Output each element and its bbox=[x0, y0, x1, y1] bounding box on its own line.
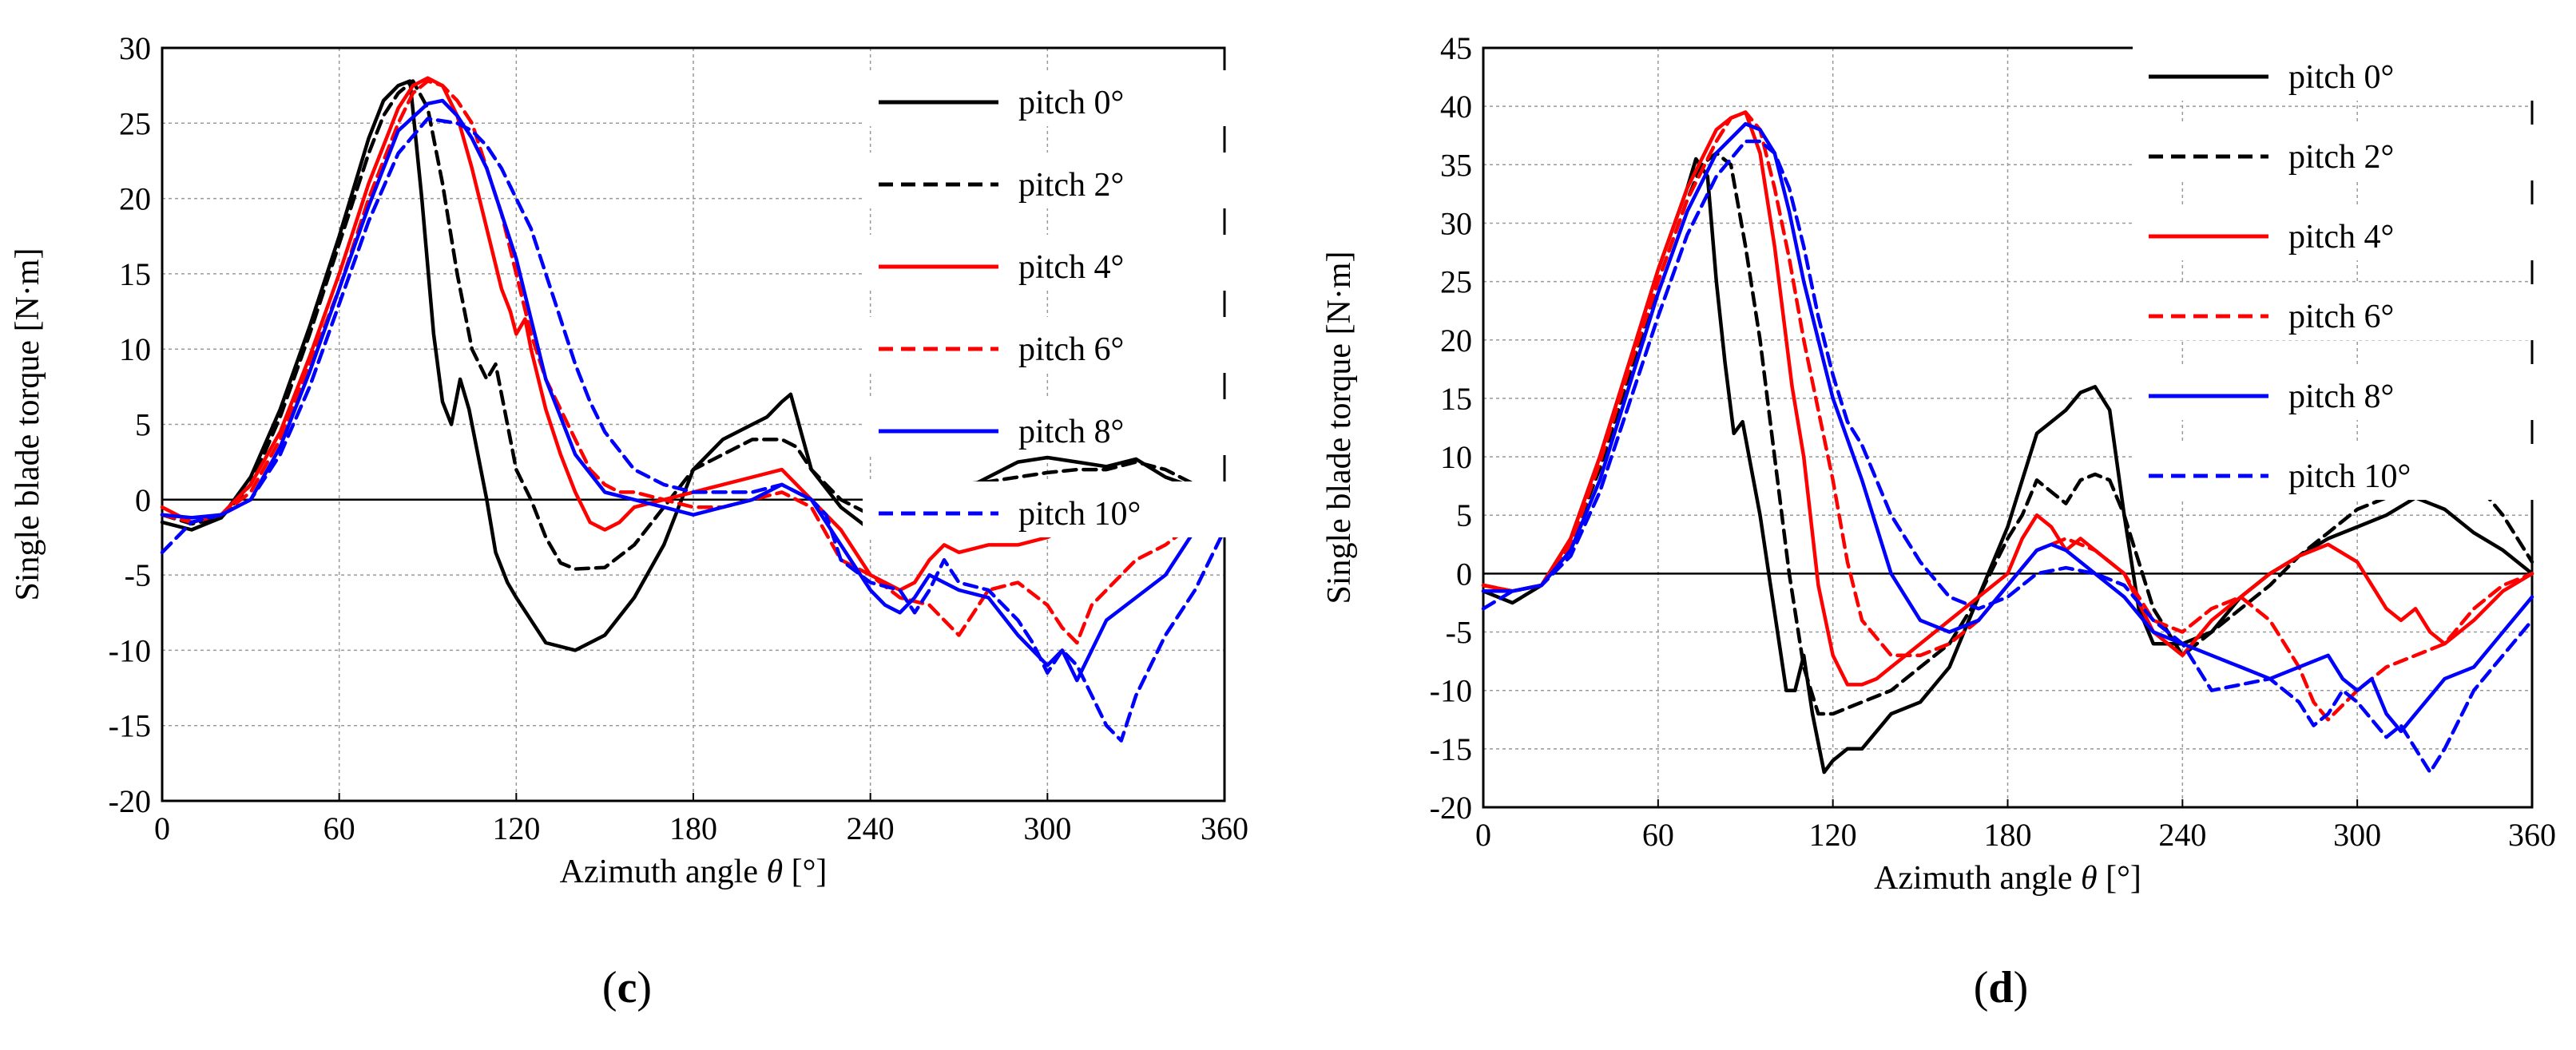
series-line-pitch-10- bbox=[1481, 139, 2534, 775]
series-line-pitch-4- bbox=[160, 76, 1227, 592]
x-tick-label: 180 bbox=[669, 810, 717, 846]
y-tick-label: 15 bbox=[1440, 381, 1472, 417]
x-tick-label: 300 bbox=[1023, 810, 1071, 846]
x-tick-label: 240 bbox=[847, 810, 895, 846]
legend-background bbox=[863, 317, 1270, 373]
series-line-pitch-8- bbox=[1481, 121, 2534, 734]
legend-background bbox=[2133, 284, 2540, 340]
x-tick-label: 360 bbox=[1201, 810, 1248, 846]
legend-label: pitch 0° bbox=[1018, 85, 1124, 121]
x-tick-label: 120 bbox=[1809, 817, 1857, 853]
y-tick-label: 5 bbox=[135, 407, 151, 443]
y-tick-label: 35 bbox=[1440, 147, 1472, 183]
y-tick-label: 30 bbox=[119, 30, 151, 66]
legend-label: pitch 0° bbox=[2288, 59, 2394, 96]
panel-label: (d) bbox=[1974, 963, 2028, 1012]
y-axis-label: Single blade torque [N·m] bbox=[10, 248, 46, 600]
legend-background bbox=[863, 481, 1270, 537]
y-tick-label: 40 bbox=[1440, 89, 1472, 125]
x-tick-label: 120 bbox=[492, 810, 540, 846]
legend-label: pitch 4° bbox=[2288, 219, 2394, 256]
legend-background bbox=[863, 235, 1270, 291]
x-axis-label: Azimuth angle θ [°] bbox=[1874, 860, 2141, 897]
legend-background bbox=[863, 399, 1270, 455]
y-tick-label: 25 bbox=[119, 105, 151, 141]
chart-panel-c: 0 60 120 180 240 300 360 -20 -15 -10 -5 0 5 10 15 20 25 3… bbox=[10, 30, 1270, 1012]
legend-label: pitch 2° bbox=[1018, 167, 1124, 204]
y-tick-label: 30 bbox=[1440, 205, 1472, 241]
y-tick-label: 10 bbox=[1440, 439, 1472, 475]
y-tick-label: -5 bbox=[1446, 615, 1472, 651]
y-tick-label: 20 bbox=[119, 181, 151, 217]
series-line-pitch-4- bbox=[1481, 110, 2534, 687]
y-tick-label: 0 bbox=[1456, 556, 1472, 592]
legend-label: pitch 6° bbox=[2288, 299, 2394, 335]
x-tick-label: 300 bbox=[2333, 817, 2381, 853]
y-tick-label: 45 bbox=[1440, 30, 1472, 66]
y-tick-label: -5 bbox=[125, 557, 151, 593]
series-line-pitch-0- bbox=[160, 79, 1227, 652]
y-tick-label: -15 bbox=[109, 708, 151, 744]
x-tick-label: 0 bbox=[1475, 817, 1491, 853]
legend-background bbox=[863, 153, 1270, 208]
legend-label: pitch 8° bbox=[2288, 378, 2394, 415]
legend-background bbox=[863, 70, 1270, 126]
y-tick-label: -20 bbox=[1430, 790, 1472, 826]
chart-panel-d: 0 60 120 180 240 300 360 -20 -15 -10 -5 0 5 10 15 20 25 3… bbox=[1321, 30, 2556, 1012]
y-tick-label: -10 bbox=[1430, 673, 1472, 709]
y-tick-label: -15 bbox=[1430, 731, 1472, 767]
y-tick-label: 5 bbox=[1456, 497, 1472, 533]
legend-background bbox=[2133, 125, 2540, 180]
legend-label: pitch 10° bbox=[1018, 496, 1141, 533]
x-axis-label: Azimuth angle θ [°] bbox=[560, 854, 828, 890]
legend-label: pitch 10° bbox=[2288, 458, 2411, 495]
y-tick-label: -20 bbox=[109, 783, 151, 819]
series-line-pitch-6- bbox=[160, 79, 1227, 645]
series-line-pitch-2- bbox=[1481, 151, 2534, 716]
y-axis-label: Single blade torque [N·m] bbox=[1321, 251, 1358, 604]
x-tick-label: 240 bbox=[2158, 817, 2206, 853]
legend-label: pitch 6° bbox=[1018, 331, 1124, 368]
series-line-pitch-6- bbox=[1481, 110, 2534, 722]
legend-label: pitch 2° bbox=[2288, 139, 2394, 176]
x-tick-label: 60 bbox=[323, 810, 355, 846]
panel-label: (c) bbox=[602, 963, 652, 1012]
y-tick-label: 0 bbox=[135, 482, 151, 518]
x-tick-label: 180 bbox=[1984, 817, 2032, 853]
series-line-pitch-10- bbox=[160, 117, 1227, 743]
y-tick-label: 10 bbox=[119, 331, 151, 367]
series-line-pitch-2- bbox=[160, 79, 1227, 571]
y-tick-label: -10 bbox=[109, 632, 151, 668]
y-tick-label: 25 bbox=[1440, 264, 1472, 300]
legend-background bbox=[2133, 204, 2540, 260]
legend-background bbox=[2133, 444, 2540, 500]
x-tick-label: 60 bbox=[1642, 817, 1674, 853]
x-tick-label: 360 bbox=[2508, 817, 2556, 853]
y-tick-label: 15 bbox=[119, 256, 151, 292]
y-tick-label: 20 bbox=[1440, 323, 1472, 359]
legend-background bbox=[2133, 364, 2540, 420]
x-tick-label: 0 bbox=[154, 810, 170, 846]
legend-label: pitch 4° bbox=[1018, 249, 1124, 286]
legend-background bbox=[2133, 45, 2540, 101]
legend-label: pitch 8° bbox=[1018, 414, 1124, 450]
